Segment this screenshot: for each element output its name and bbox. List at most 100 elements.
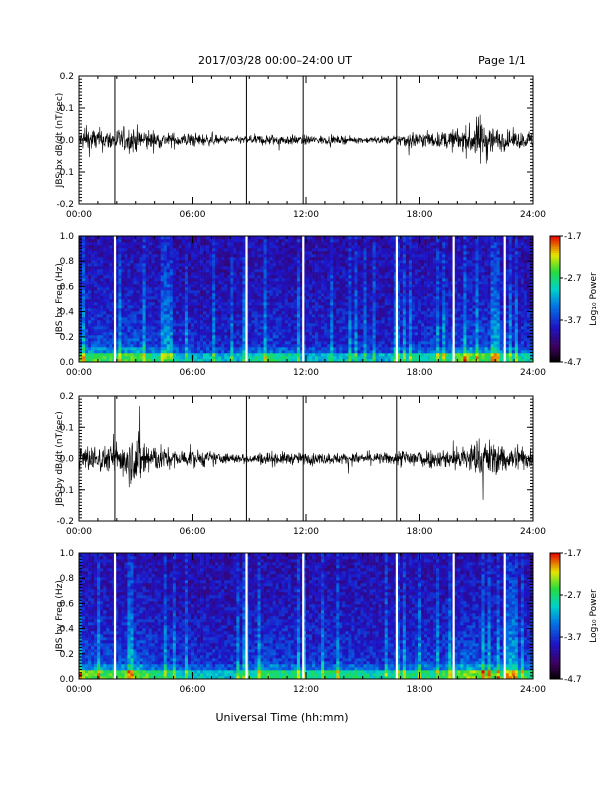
heatmap-cell [330, 317, 334, 321]
heatmap-cell [402, 281, 407, 285]
heatmap-cell [366, 359, 370, 363]
heatmap-cell [315, 323, 319, 327]
heatmap-cell [103, 254, 107, 258]
heatmap-cell [278, 317, 283, 321]
heatmap-cell [145, 329, 149, 333]
heatmap-cell [278, 290, 283, 294]
heatmap-cell [215, 257, 219, 261]
heatmap-cell [302, 317, 307, 321]
heatmap-cell [121, 254, 125, 258]
heatmap-cell [299, 272, 304, 276]
heatmap-cell [187, 320, 192, 324]
heatmap-cell [275, 278, 280, 282]
heatmap-cell [260, 317, 264, 321]
heatmap-cell [351, 254, 355, 258]
heatmap-cell [215, 239, 219, 243]
heatmap-cell [166, 242, 171, 246]
heatmap-cell [387, 281, 392, 285]
heatmap-cell [411, 245, 416, 249]
heatmap-cell [100, 359, 104, 363]
heatmap-cell [318, 344, 322, 348]
heatmap-cell [145, 284, 149, 288]
heatmap-cell [209, 257, 213, 261]
heatmap-cell [166, 302, 171, 306]
heatmap-cell [136, 248, 140, 252]
heatmap-cell [154, 269, 158, 273]
heatmap-cell [172, 272, 177, 276]
heatmap-cell [336, 329, 340, 333]
heatmap-cell [372, 254, 376, 258]
heatmap-cell [157, 320, 162, 324]
heatmap-cell [169, 263, 174, 267]
heatmap-cell [254, 293, 258, 297]
heatmap-cell [393, 299, 398, 303]
heatmap-cell [230, 311, 234, 315]
heatmap-cell [133, 242, 137, 246]
heatmap-cell [315, 344, 319, 348]
heatmap-cell [293, 263, 298, 267]
heatmap-cell [184, 356, 189, 360]
heatmap-cell [257, 329, 261, 333]
heatmap-cell [330, 341, 334, 345]
heatmap-cell [299, 356, 304, 360]
heatmap-cell [212, 260, 216, 264]
heatmap-cell [411, 347, 416, 351]
heatmap-cell [369, 242, 373, 246]
heatmap-cell [396, 287, 401, 291]
heatmap-cell [421, 320, 425, 324]
heatmap-cell [421, 296, 425, 300]
heatmap-cell [187, 299, 192, 303]
heatmap-cell [336, 245, 340, 249]
heatmap-cell [417, 269, 422, 273]
heatmap-cell [263, 254, 267, 258]
heatmap-cell [354, 242, 358, 246]
heatmap-cell [372, 260, 376, 264]
heatmap-cell [302, 308, 307, 312]
heatmap-cell [160, 350, 165, 354]
heatmap-cell [345, 275, 349, 279]
heatmap-cell [206, 311, 210, 315]
heatmap-cell [230, 257, 234, 261]
heatmap-cell [218, 353, 222, 357]
heatmap-cell [163, 326, 168, 330]
heatmap-cell [396, 338, 401, 342]
heatmap-cell [160, 248, 165, 252]
heatmap-cell [163, 248, 168, 252]
heatmap-cell [88, 302, 92, 306]
heatmap-cell [408, 281, 413, 285]
heatmap-cell [296, 317, 301, 321]
heatmap-cell [363, 287, 367, 291]
heatmap-cell [348, 245, 352, 249]
heatmap-cell [354, 290, 358, 294]
heatmap-cell [151, 290, 155, 294]
heatmap-cell [224, 314, 228, 318]
heatmap-cell [293, 311, 298, 315]
heatmap-cell [133, 332, 137, 336]
heatmap-cell [351, 317, 355, 321]
heatmap-cell [321, 335, 325, 339]
heatmap-cell [136, 278, 140, 282]
heatmap-cell [181, 320, 186, 324]
heatmap-cell [230, 290, 234, 294]
heatmap-cell [94, 314, 98, 318]
heatmap-cell [315, 281, 319, 285]
heatmap-cell [278, 242, 283, 246]
heatmap-cell [411, 314, 416, 318]
heatmap-cell [351, 335, 355, 339]
heatmap-cell [203, 350, 207, 354]
heatmap-cell [330, 284, 334, 288]
heatmap-cell [333, 338, 337, 342]
heatmap-cell [127, 332, 131, 336]
heatmap-cell [239, 278, 243, 282]
heatmap-cell [91, 260, 95, 264]
heatmap-cell [194, 305, 198, 309]
heatmap-cell [157, 284, 162, 288]
heatmap-cell [100, 293, 104, 297]
heatmap-cell [100, 278, 104, 282]
heatmap-cell [306, 281, 310, 285]
heatmap-cell [345, 335, 349, 339]
heatmap-cell [203, 269, 207, 273]
heatmap-cell [360, 314, 364, 318]
heatmap-cell [181, 236, 186, 240]
heatmap-cell [339, 263, 343, 267]
